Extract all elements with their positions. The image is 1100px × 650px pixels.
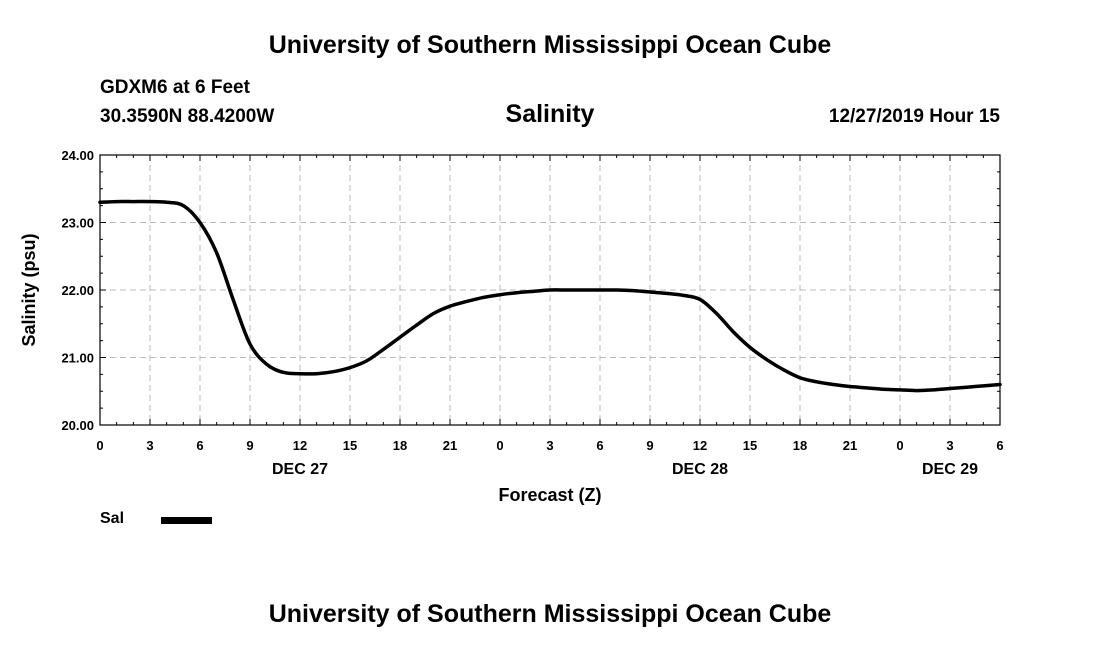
x-tick-label: 9 [646, 438, 653, 453]
y-tick-label: 20.00 [61, 418, 94, 433]
station-name: GDXM6 at 6 Feet [100, 77, 250, 98]
x-tick-label: 12 [693, 438, 707, 453]
x-tick-label: 15 [743, 438, 757, 453]
x-axis-tick-labels: 0 3 6 9 12 15 18 21 0 3 6 9 12 15 18 21 0 3 6 [96, 438, 1003, 453]
date-label: DEC 27 [272, 461, 328, 478]
series-line-sal [98, 199, 1002, 393]
x-tick-label: 18 [393, 438, 407, 453]
footer-title: University of Southern Mississippi Ocean… [268, 600, 832, 628]
x-tick-label: 0 [896, 438, 903, 453]
y-axis-label: Salinity (psu) [19, 233, 39, 346]
x-tick-label: 18 [793, 438, 807, 453]
series-layer [98, 199, 1002, 393]
axis-ticks [99, 154, 1001, 426]
x-tick-label: 6 [996, 438, 1003, 453]
x-tick-label: 6 [596, 438, 603, 453]
y-tick-label: 21.00 [61, 351, 94, 366]
y-axis-tick-labels: 20.00 21.00 22.00 23.00 24.00 [61, 148, 94, 433]
forecast-timestamp: 12/27/2019 Hour 15 [828, 106, 1000, 127]
x-tick-label: 12 [293, 438, 307, 453]
x-tick-label: 15 [343, 438, 357, 453]
x-tick-label: 9 [246, 438, 253, 453]
x-tick-label: 3 [546, 438, 553, 453]
x-tick-label: 21 [843, 438, 857, 453]
date-label: DEC 28 [672, 461, 728, 478]
chart-title: Salinity [505, 100, 595, 128]
y-tick-label: 22.00 [61, 283, 94, 298]
date-label: DEC 29 [922, 461, 978, 478]
y-tick-label: 24.00 [61, 148, 94, 163]
x-tick-label: 3 [946, 438, 953, 453]
page-title: University of Southern Mississippi Ocean… [268, 31, 832, 59]
x-tick-label: 21 [443, 438, 457, 453]
legend-swatch [161, 517, 212, 524]
x-tick-label: 0 [96, 438, 103, 453]
x-tick-label: 6 [196, 438, 203, 453]
x-tick-label: 0 [496, 438, 503, 453]
x-axis-label: Forecast (Z) [498, 485, 601, 505]
legend-label: Sal [100, 510, 125, 527]
date-labels: DEC 27 DEC 28 DEC 29 [272, 461, 978, 478]
y-tick-label: 23.00 [61, 216, 94, 231]
x-tick-label: 3 [146, 438, 153, 453]
station-coordinates: 30.3590N 88.4200W [100, 106, 275, 127]
